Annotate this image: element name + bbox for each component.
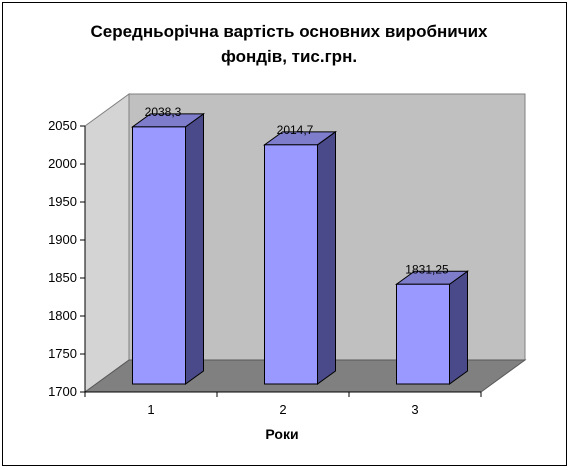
bar-front-face bbox=[396, 283, 450, 385]
x-axis: 1 2 3 bbox=[84, 391, 482, 417]
bar-side-face bbox=[185, 112, 204, 385]
bar bbox=[130, 112, 206, 385]
y-tick-label: 1750 bbox=[48, 346, 77, 361]
x-tick-label: 2 bbox=[279, 402, 286, 417]
chart-title-line-2: фондів, тис.грн. bbox=[221, 47, 357, 66]
y-tick-label: 1850 bbox=[48, 270, 77, 285]
data-label: 1831,25 bbox=[405, 262, 449, 276]
bar-series bbox=[130, 112, 470, 385]
bar-side-face bbox=[449, 270, 468, 385]
y-tick-label: 2050 bbox=[48, 118, 77, 133]
bar bbox=[394, 270, 470, 385]
data-labels: 2038,3 2014,7 1831,25 bbox=[145, 105, 449, 276]
bar-side-face bbox=[317, 130, 336, 385]
bar-front-face bbox=[264, 144, 318, 385]
y-tick-label: 2000 bbox=[48, 156, 77, 171]
x-axis-title: Роки bbox=[265, 426, 298, 442]
bar-front-face bbox=[132, 126, 186, 385]
y-tick-label: 1800 bbox=[48, 308, 77, 323]
chart-title-line-1: Середньорічна вартість основних виробнич… bbox=[90, 22, 488, 41]
y-tick-label: 1950 bbox=[48, 194, 77, 209]
y-tick-label: 1900 bbox=[48, 232, 77, 247]
x-tick-label: 3 bbox=[411, 402, 418, 417]
side-wall bbox=[84, 93, 130, 393]
data-label: 2014,7 bbox=[277, 123, 314, 137]
bar bbox=[262, 130, 338, 385]
x-tick-label: 1 bbox=[147, 402, 154, 417]
y-axis: 1700 1750 1800 1850 1900 1950 2000 2050 bbox=[48, 118, 86, 399]
data-label: 2038,3 bbox=[145, 105, 182, 119]
y-tick-label: 1700 bbox=[48, 384, 77, 399]
